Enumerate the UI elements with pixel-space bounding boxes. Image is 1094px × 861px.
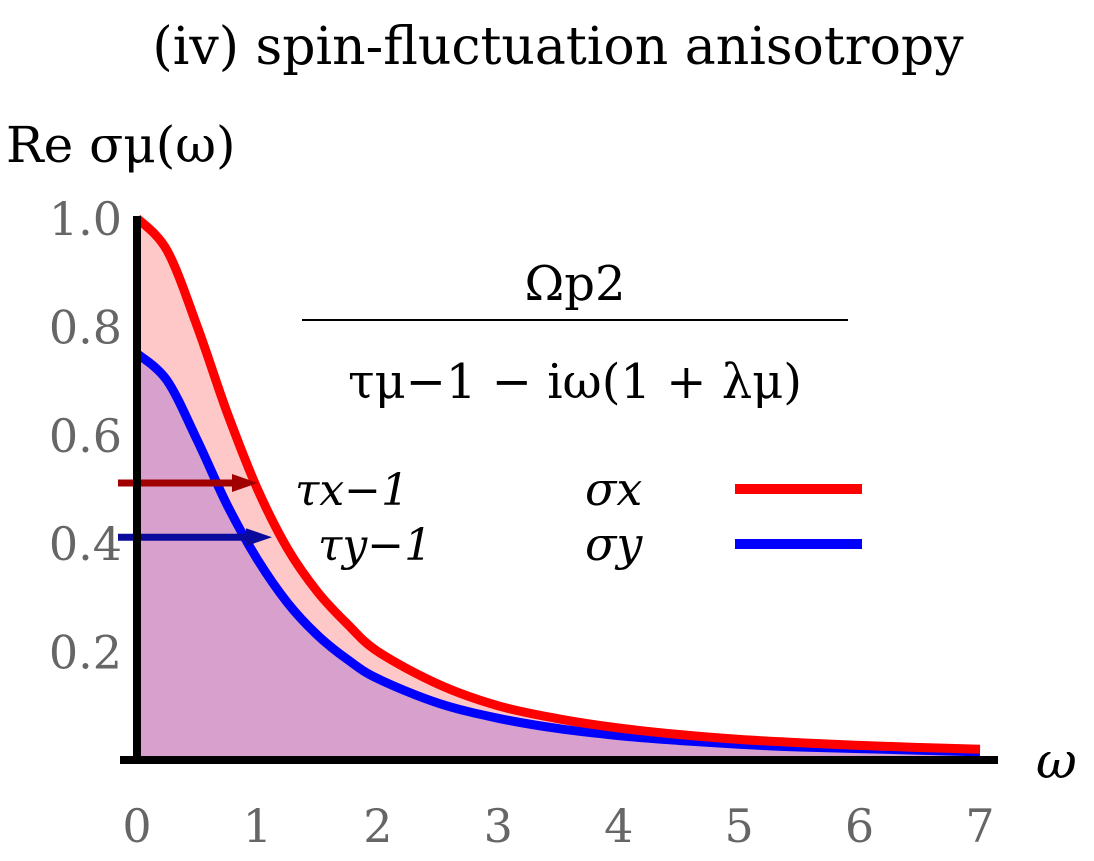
- area-series-1: [137, 353, 980, 760]
- y-tick-labels: 0.2 0.4 0.6 0.8 1.0: [49, 192, 122, 680]
- x-tick-label: 2: [363, 799, 392, 853]
- y-tick-label: 0.4: [49, 517, 122, 571]
- x-tick-label: 6: [845, 799, 874, 853]
- annotation-label-tau-x: τx−1: [295, 465, 409, 516]
- x-tick-label: 1: [243, 799, 272, 853]
- annotation-label-tau-y: τy−1: [318, 520, 432, 571]
- y-tick-label: 0.8: [49, 300, 122, 354]
- x-tick-label: 4: [604, 799, 633, 853]
- chart-lines: [133, 214, 981, 757]
- x-tick-label: 0: [122, 799, 151, 853]
- x-tick-label: 7: [965, 799, 994, 853]
- legend-label-sigma-y: σy: [585, 517, 643, 571]
- y-tick-label: 1.0: [49, 192, 122, 246]
- annotation-arrow-head-1: [246, 528, 272, 547]
- legend-label-sigma-x: σx: [585, 462, 642, 516]
- chart-title: (iv) spin-fluctuation anisotropy: [152, 17, 964, 77]
- x-tick-labels: 0 1 2 3 4 5 6 7: [122, 799, 994, 853]
- x-tick-label: 3: [484, 799, 513, 853]
- line-series-0: [133, 214, 981, 754]
- annotation-arrow-head-0: [232, 474, 258, 492]
- formula-numerator: Ωp2: [524, 256, 625, 312]
- y-axis-label: Re σμ(ω): [6, 116, 236, 174]
- y-tick-label: 0.2: [49, 626, 122, 680]
- y-tick-label: 0.6: [49, 409, 122, 463]
- x-axis-label: ω: [1036, 732, 1077, 790]
- formula-denominator: τμ−1 − iω(1 + λμ): [348, 354, 802, 410]
- x-tick-label: 5: [725, 799, 754, 853]
- legend: σx σy: [585, 462, 862, 571]
